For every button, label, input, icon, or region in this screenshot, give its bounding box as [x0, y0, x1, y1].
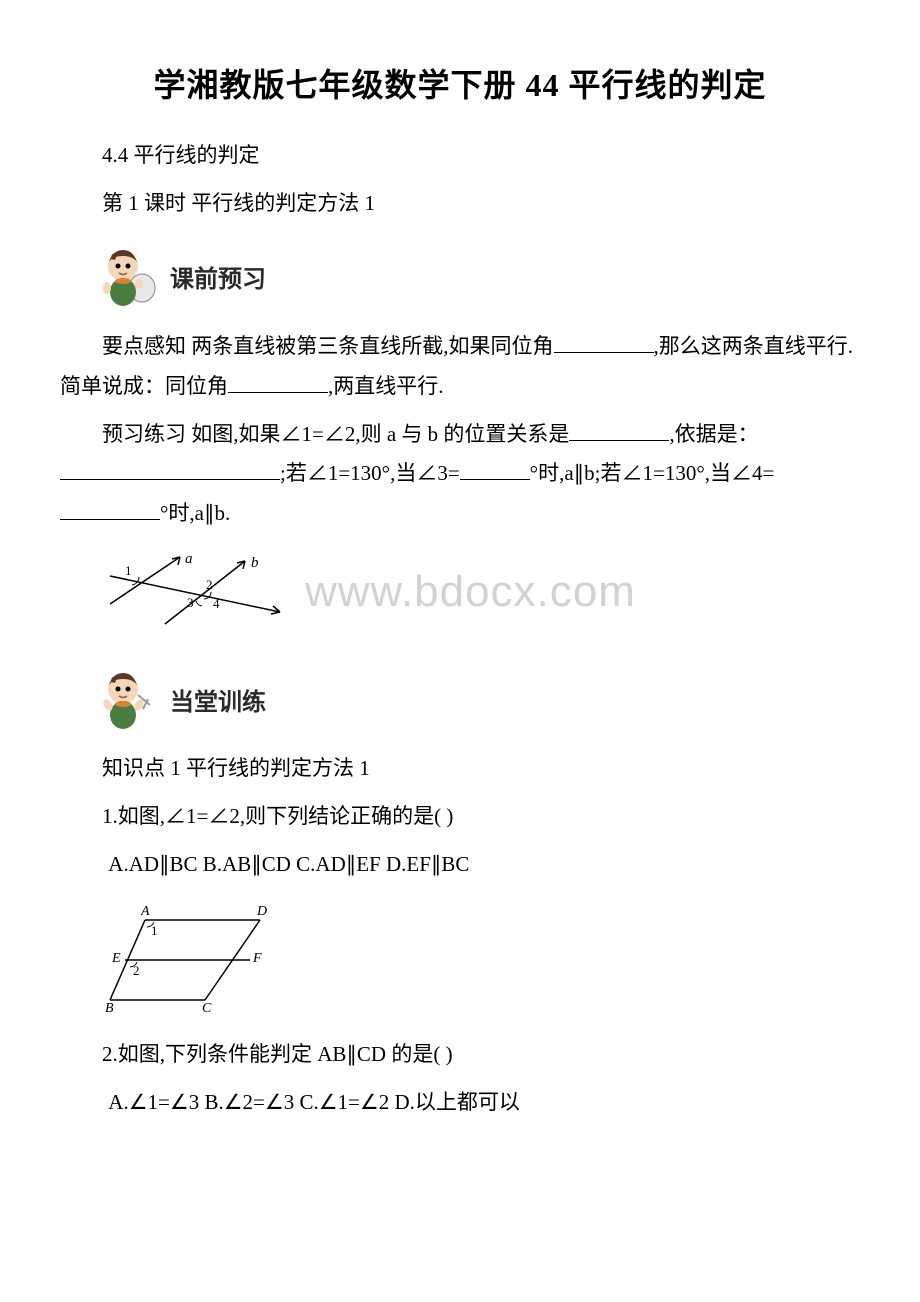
- practice-mid1: ,依据是：: [669, 422, 758, 446]
- question-2-options: A.∠1=∠3 B.∠2=∠3 C.∠1=∠2 D.以上都可以: [60, 1083, 860, 1123]
- svg-text:F: F: [252, 951, 262, 966]
- svg-text:a: a: [185, 551, 193, 567]
- svg-text:D: D: [256, 904, 267, 919]
- practice-mid2: ;若∠1=130°,当∠3=: [280, 461, 460, 485]
- question-1: 1.如图,∠1=∠2,则下列结论正确的是( ): [60, 797, 860, 837]
- diagram-2: A D E F B C 1 2: [105, 900, 860, 1020]
- blank-5: [460, 455, 530, 480]
- practice-pre: 预习练习 如图,如果∠1=∠2,则 a 与 b 的位置关系是: [102, 422, 569, 446]
- svg-text:2: 2: [206, 577, 213, 592]
- page-title: 学湘教版七年级数学下册 44 平行线的判定: [60, 60, 860, 106]
- practice-label: 当堂训练: [164, 680, 272, 719]
- knowledge-point: 知识点 1 平行线的判定方法 1: [60, 749, 860, 789]
- question-1-options: A.AD∥BC B.AB∥CD C.AD∥EF D.EF∥BC: [60, 845, 860, 885]
- diagram-1: www.bdocx.com a b 1 2 3 4: [105, 549, 860, 649]
- header-preview: 课前预习: [95, 242, 860, 312]
- svg-text:3: 3: [187, 595, 194, 610]
- svg-text:E: E: [111, 951, 121, 966]
- lesson-subtitle: 第 1 课时 平行线的判定方法 1: [60, 184, 860, 224]
- svg-text:1: 1: [125, 563, 132, 578]
- keypoint-post: ,两直线平行.: [328, 374, 444, 398]
- svg-text:B: B: [105, 1001, 114, 1015]
- mascot-icon-2: [95, 667, 160, 732]
- svg-text:C: C: [202, 1001, 212, 1015]
- svg-text:4: 4: [213, 596, 220, 611]
- practice-text: 预习练习 如图,如果∠1=∠2,则 a 与 b 的位置关系是 ,依据是： ;若∠1=…: [60, 415, 860, 535]
- blank-2: [228, 367, 328, 392]
- practice-post: °时,a∥b.: [160, 501, 230, 525]
- diagram-2-svg: A D E F B C 1 2: [105, 900, 280, 1015]
- practice-mid3: °时,a∥b;若∠1=130°,当∠4=: [530, 461, 775, 485]
- question-2: 2.如图,下列条件能判定 AB∥CD 的是( ): [60, 1035, 860, 1075]
- svg-text:A: A: [140, 904, 150, 919]
- watermark-text: www.bdocx.com: [305, 567, 636, 617]
- blank-6: [60, 495, 160, 520]
- svg-text:b: b: [251, 555, 259, 571]
- blank-1: [554, 328, 654, 353]
- keypoint-text: 要点感知 两条直线被第三条直线所截,如果同位角,那么这两条直线平行.简单说成：同…: [60, 327, 860, 407]
- blank-3: [569, 415, 669, 440]
- section-number: 4.4 平行线的判定: [60, 136, 860, 176]
- mascot-icon: [95, 244, 160, 309]
- header-practice: 当堂训练: [95, 664, 860, 734]
- diagram-1-svg: a b 1 2 3 4: [105, 549, 305, 644]
- blank-4: [60, 455, 280, 480]
- preview-label: 课前预习: [164, 257, 272, 296]
- keypoint-pre: 要点感知 两条直线被第三条直线所截,如果同位角: [102, 334, 554, 358]
